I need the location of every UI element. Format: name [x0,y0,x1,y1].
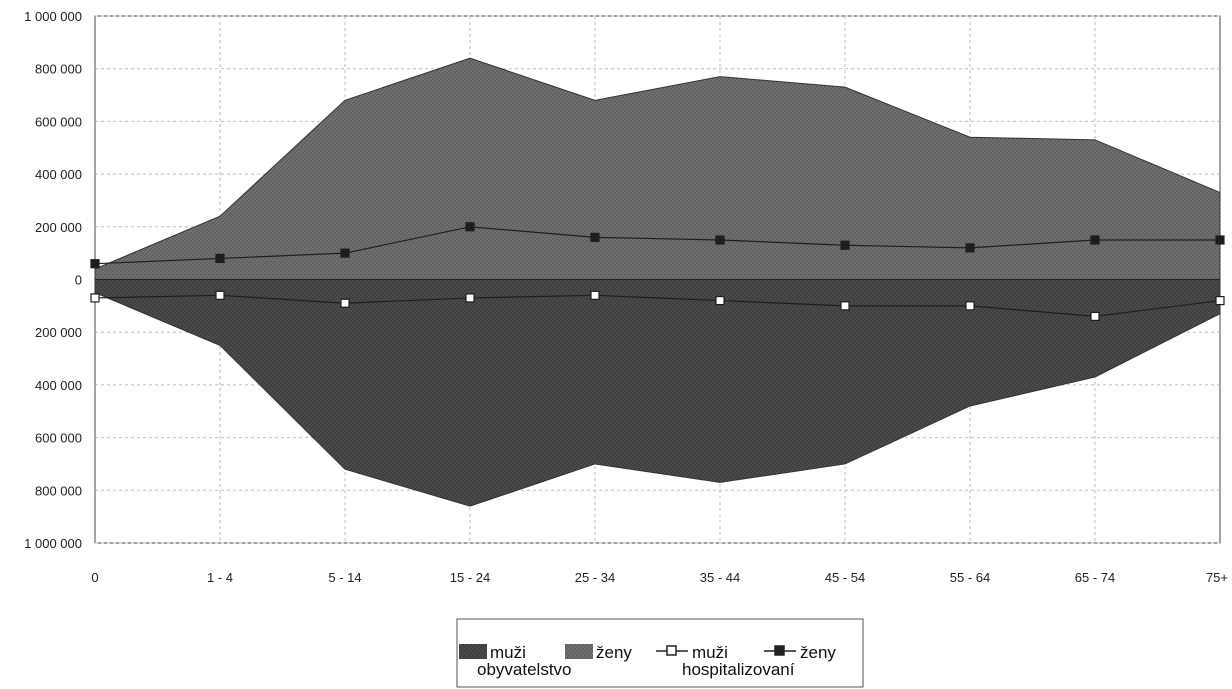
legend-label-zeny-hospitalizovani: ženy [800,643,836,662]
legend-group-obyvatelstvo: obyvatelstvo [477,660,572,679]
area-zeny-obyvatelstvo [94,57,1221,280]
area-series [94,57,1221,507]
marker-zeny-hospitalizovani [840,240,850,250]
x-tick-label: 25 - 34 [575,570,615,585]
x-tick-label: 45 - 54 [825,570,865,585]
y-tick-label: 600 000 [35,431,82,446]
legend-label-zeny-obyvatelstvo: ženy [596,643,632,662]
y-tick-label: 1 000 000 [24,536,82,551]
legend-group-hospitalizovani: hospitalizovaní [682,660,795,679]
marker-muzi-hospitalizovani [715,295,725,306]
legend-label-muzi-obyvatelstvo: muži [490,643,526,662]
legend-box [456,618,864,688]
x-axis-tick-labels: 0 1 - 4 5 - 14 15 - 24 25 - 34 35 - 44 45 - 54… [91,570,1228,585]
legend-marker-muzi-hospitalizovani [666,645,677,656]
marker-zeny-hospitalizovani [465,222,475,232]
marker-zeny-hospitalizovani [965,243,975,253]
marker-muzi-hospitalizovani [340,298,350,308]
x-tick-label: 35 - 44 [700,570,740,585]
marker-muzi-hospitalizovani [465,293,475,303]
marker-zeny-hospitalizovani [715,235,725,245]
legend: muži ženy muži ženy obyvatelstvo hospita… [456,618,864,688]
marker-zeny-hospitalizovani [1090,235,1100,245]
x-tick-label: 1 - 4 [207,570,233,585]
y-axis-tick-labels: 1 000 000 800 000 600 000 400 000 200 000 0 20… [24,9,82,551]
y-tick-label: 400 000 [35,378,82,393]
x-tick-label: 5 - 14 [328,570,361,585]
legend-swatch-zeny-obyvatelstvo [565,644,593,659]
marker-muzi-hospitalizovani [965,301,975,311]
line-zeny-hospitalizovani [94,226,1220,265]
y-tick-label: 200 000 [35,325,82,340]
y-tick-label: 800 000 [35,483,82,498]
y-tick-label: 0 [75,273,82,288]
y-tick-label: 400 000 [35,167,82,182]
marker-muzi-hospitalizovani [1090,311,1100,321]
marker-muzi-hospitalizovani [590,290,600,300]
y-tick-label: 600 000 [35,114,82,129]
marker-muzi-hospitalizovani [1215,295,1225,306]
marker-zeny-hospitalizovani [590,232,600,242]
legend-marker-zeny-hospitalizovani [774,645,785,656]
legend-label-muzi-hospitalizovani: muži [692,643,728,662]
x-tick-label: 55 - 64 [950,570,990,585]
marker-muzi-hospitalizovani [90,293,100,303]
x-tick-label: 0 [91,570,98,585]
marker-zeny-hospitalizovani [1215,235,1225,245]
marker-muzi-hospitalizovani [840,301,850,311]
x-tick-label: 15 - 24 [450,570,490,585]
legend-swatch-muzi-obyvatelstvo [459,644,487,659]
x-tick-label: 65 - 74 [1075,570,1115,585]
y-tick-label: 200 000 [35,220,82,235]
area-muzi-obyvatelstvo [94,279,1221,507]
marker-zeny-hospitalizovani [340,248,350,258]
marker-muzi-hospitalizovani [215,290,225,300]
line-series [90,222,1225,321]
marker-zeny-hospitalizovani [90,259,100,269]
line-muzi-hospitalizovani [94,294,1221,317]
y-tick-label: 1 000 000 [24,9,82,24]
marker-zeny-hospitalizovani [215,253,225,264]
x-tick-label: 75+ [1206,570,1228,585]
y-tick-label: 800 000 [35,62,82,77]
